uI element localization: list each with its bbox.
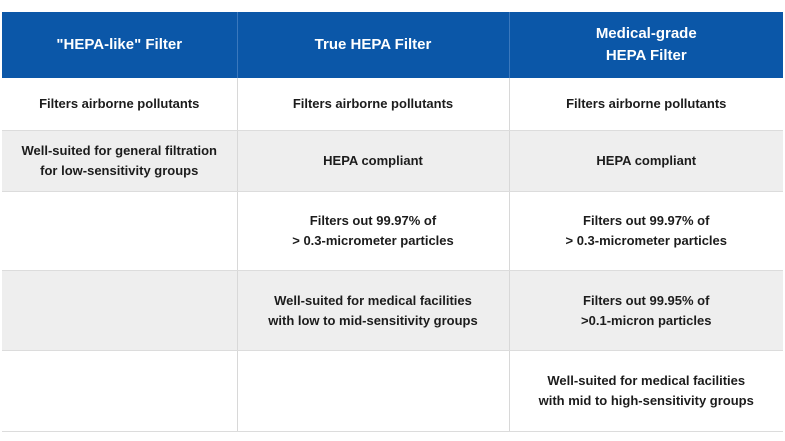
header-true-hepa: True HEPA Filter bbox=[237, 12, 510, 78]
table-cell bbox=[237, 350, 510, 432]
table-row: Well-suited for medical facilities with … bbox=[2, 270, 783, 351]
table-cell bbox=[2, 350, 238, 432]
table-cell: Well-suited for medical facilities with … bbox=[509, 350, 783, 432]
table-row: Filters airborne pollutants Filters airb… bbox=[2, 78, 783, 131]
header-row: "HEPA-like" Filter True HEPA Filter Medi… bbox=[2, 12, 783, 78]
table-cell: Filters out 99.97% of > 0.3-micrometer p… bbox=[237, 191, 510, 271]
table-cell: HEPA compliant bbox=[509, 130, 783, 192]
table-cell: Well-suited for general filtration for l… bbox=[2, 130, 238, 192]
table-cell: Filters out 99.97% of > 0.3-micrometer p… bbox=[509, 191, 783, 271]
table-row: Well-suited for medical facilities with … bbox=[2, 350, 783, 432]
table-cell bbox=[2, 191, 238, 271]
table-cell bbox=[2, 270, 238, 351]
table-cell: Filters airborne pollutants bbox=[2, 78, 238, 131]
table-cell: Filters airborne pollutants bbox=[509, 78, 783, 131]
table-cell: Filters out 99.95% of >0.1-micron partic… bbox=[509, 270, 783, 351]
table-cell: Well-suited for medical facilities with … bbox=[237, 270, 510, 351]
header-hepa-like: "HEPA-like" Filter bbox=[2, 12, 238, 78]
table-cell: HEPA compliant bbox=[237, 130, 510, 192]
header-medical-grade-hepa: Medical-grade HEPA Filter bbox=[509, 12, 783, 78]
table-row: Well-suited for general filtration for l… bbox=[2, 130, 783, 192]
table-row: Filters out 99.97% of > 0.3-micrometer p… bbox=[2, 191, 783, 271]
table-cell: Filters airborne pollutants bbox=[237, 78, 510, 131]
filter-comparison-table: "HEPA-like" Filter True HEPA Filter Medi… bbox=[2, 12, 783, 432]
